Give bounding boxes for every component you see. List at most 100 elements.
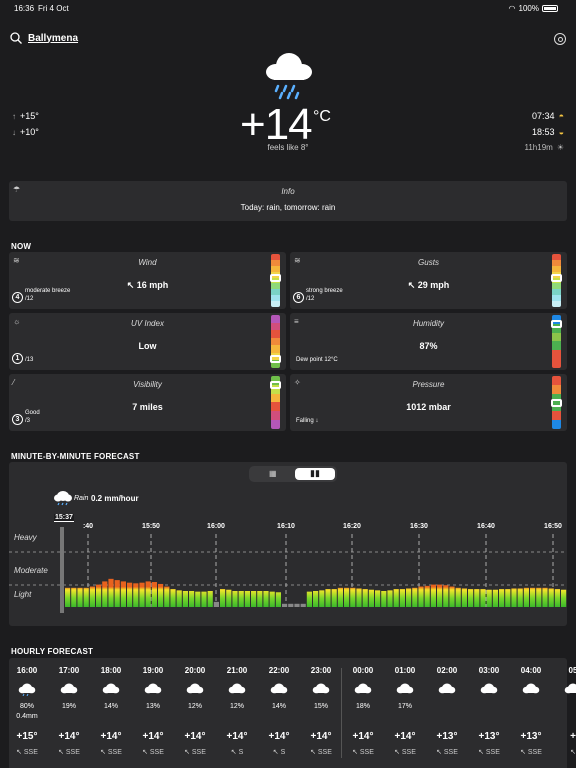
- sunset-icon: ◒: [558, 127, 564, 137]
- now-card-humidity[interactable]: ≡ Humidity 87% Dew point 12°C: [290, 313, 567, 370]
- card-value-text: 87%: [419, 341, 438, 351]
- level-badge: 4: [12, 292, 23, 303]
- time-tick-label: 16:10: [277, 523, 295, 530]
- location-selector[interactable]: Ballymena: [10, 32, 78, 44]
- card-scale-max: /13: [25, 357, 34, 363]
- card-subtext: Good/3: [25, 409, 40, 425]
- cloud-icon: [396, 683, 414, 694]
- hour-item: 05 + ↖: [553, 666, 576, 756]
- hour-wind-dir: SSE: [401, 749, 416, 756]
- rain-bar: [133, 583, 139, 607]
- feels-like: feels like 8°: [267, 143, 309, 152]
- hour-precip-amount: [553, 713, 576, 725]
- card-sub-label: Good: [25, 410, 40, 416]
- rain-bar: [294, 603, 300, 607]
- card-value: ↖ 29 mph: [290, 280, 567, 291]
- hour-wind-dir: SSE: [359, 749, 374, 756]
- search-icon: [10, 32, 22, 44]
- now-card-wind[interactable]: ≋ Wind ↖ 16 mph 4 moderate breeze/12: [9, 252, 286, 309]
- hour-wind: ↖ SSE: [301, 748, 341, 756]
- hour-wind: ↖ SSE: [7, 748, 47, 756]
- current-temperature: +14: [240, 100, 313, 149]
- hour-item: 01:00 17% +14° ↖ SSE: [385, 666, 425, 756]
- hour-time: 22:00: [268, 666, 290, 675]
- rain-bar: [207, 591, 213, 607]
- rain-bar: [337, 587, 343, 607]
- cloud-icon: [60, 683, 78, 694]
- hour-precip-amount: [91, 713, 131, 725]
- rain-bar: [530, 587, 536, 607]
- wind-arrow-icon: ↖: [436, 749, 444, 756]
- hour-precip-prob: [553, 703, 576, 713]
- level-label: Heavy: [14, 533, 38, 542]
- hour-item: 16:00 80% 0.4mm +15° ↖ SSE: [7, 666, 47, 756]
- wind-arrow-icon: ↖: [126, 280, 137, 290]
- rain-bar: [263, 591, 269, 607]
- info-card[interactable]: ☂ Info Today: rain, tomorrow: rain: [9, 181, 567, 221]
- now-card-gusts[interactable]: ≋ Gusts ↖ 29 mph 6 strong breeze/12: [290, 252, 567, 309]
- battery-percent: 100%: [518, 4, 539, 13]
- hour-precip-prob: 13%: [145, 703, 160, 710]
- hour-item: 23:00 15% +14° ↖ SSE: [301, 666, 341, 756]
- rain-bar: [96, 584, 102, 607]
- hourly-card[interactable]: 16:00 80% 0.4mm +15° ↖ SSE 17:00 19% +14° ↖ SSE 1…: [7, 658, 576, 768]
- cloud-icon: [354, 683, 372, 694]
- rain-bar: [83, 587, 89, 607]
- chart-view-toggle[interactable]: ▦ ▮▮: [249, 466, 337, 482]
- now-card-uv-index[interactable]: ☼ UV Index Low 1/13: [9, 313, 286, 370]
- rain-bar: [220, 589, 226, 607]
- now-card-pressure[interactable]: ✧ Pressure 1012 mbar Falling ↓: [290, 374, 567, 431]
- hour-temp: +14°: [58, 731, 80, 742]
- hour-wind: ↖ SSE: [175, 748, 215, 756]
- rain-bar: [542, 587, 548, 607]
- rain-bar: [356, 588, 362, 607]
- card-subtext: strong breeze/12: [306, 287, 343, 303]
- hour-item: 03:00 +13° ↖ SSE: [469, 666, 509, 756]
- rain-bar: [368, 589, 374, 607]
- pressure-icon: ✧: [294, 378, 301, 387]
- hour-wind-dir: SSE: [317, 749, 332, 756]
- hour-precip-prob: [469, 703, 509, 713]
- card-value-text: 16 mph: [136, 280, 169, 290]
- hour-time: 16:00: [16, 666, 38, 675]
- chart-view-button[interactable]: ▮▮: [295, 468, 335, 480]
- table-view-icon[interactable]: ▦: [269, 469, 277, 478]
- hourly-heading: HOURLY FORECAST: [11, 647, 94, 656]
- hour-temp: +14°: [310, 731, 332, 742]
- hour-precip-amount: [427, 713, 467, 725]
- status-bar: 16:36 Fri 4 Oct ◠ 100%: [0, 0, 576, 16]
- rain-bar: [151, 582, 157, 607]
- rain-bar: [387, 590, 393, 607]
- settings-icon[interactable]: [554, 33, 566, 45]
- hour-precip-amount: [301, 713, 341, 725]
- rain-bar: [257, 591, 263, 607]
- hour-time: 21:00: [226, 666, 248, 675]
- hour-wind-dir: S: [280, 749, 286, 756]
- card-value-text: Low: [138, 341, 157, 351]
- hour-temp: +14°: [142, 731, 164, 742]
- thermometer-down-icon: ↓: [12, 127, 16, 137]
- rain-bar: [350, 587, 356, 607]
- cloud-icon: [270, 683, 288, 694]
- hour-wind-dir: SSE: [23, 749, 38, 756]
- rain-bar: [511, 588, 517, 607]
- hour-item: 19:00 13% +14° ↖ SSE: [133, 666, 173, 756]
- hour-item: 17:00 19% +14° ↖ SSE: [49, 666, 89, 756]
- hour-time: 17:00: [58, 666, 80, 675]
- hour-temp: +14°: [100, 731, 122, 742]
- hour-wind: ↖ SSE: [385, 748, 425, 756]
- rain-bar: [319, 590, 325, 607]
- hour-precip-prob: 12%: [229, 703, 244, 710]
- rain-bar: [492, 589, 498, 607]
- rain-bar: [170, 589, 176, 607]
- card-title: Pressure: [412, 380, 445, 389]
- now-card-visibility[interactable]: ⁄ Visibility 7 miles 3 Good/3: [9, 374, 286, 431]
- hour-item: 20:00 12% +14° ↖ SSE: [175, 666, 215, 756]
- card-sub-label: strong breeze: [306, 288, 343, 294]
- hour-temp: +14°: [394, 731, 416, 742]
- minute-chart: ▦ ▮▮ Rain 0.2 mm/hour 15:37 Heavy Moderat…: [9, 462, 567, 626]
- card-value-text: 1012 mbar: [406, 402, 451, 412]
- hour-time: 20:00: [184, 666, 206, 675]
- hour-time: 03:00: [478, 666, 500, 675]
- rain-bar: [344, 587, 350, 607]
